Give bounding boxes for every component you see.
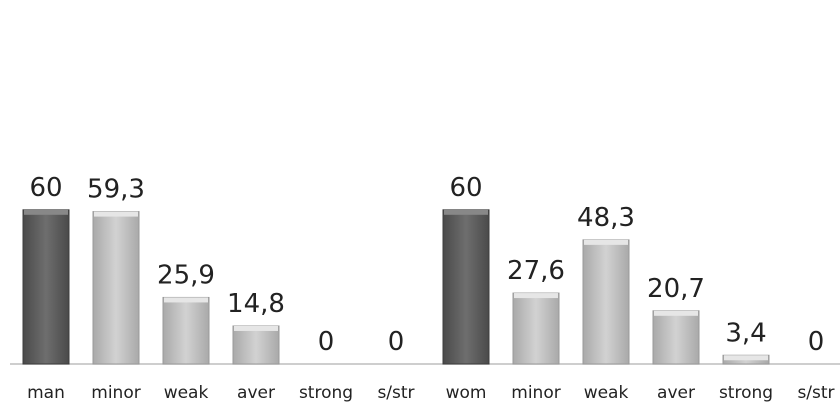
category-label-2: weak (164, 383, 209, 403)
value-labels-layer: 60 59,3 25,9 14,8 0 0 60 27,6 48,3 20,7 3,4 0 (29, 173, 824, 357)
category-label-10: strong (719, 383, 773, 403)
bar-wom-6 (442, 209, 490, 365)
category-label-8: weak (584, 383, 629, 403)
bar-man-0 (22, 209, 70, 365)
bar-cap-9 (654, 310, 698, 316)
value-label-2: 25,9 (157, 260, 215, 290)
category-label-9: aver (657, 383, 695, 403)
bar-cap-10 (724, 355, 768, 361)
value-label-0: 60 (29, 173, 62, 203)
value-label-5: 0 (388, 327, 405, 357)
bar-cap-1 (94, 211, 138, 217)
bar-cap-3 (234, 325, 278, 331)
category-label-11: s/str (797, 383, 834, 403)
value-label-6: 60 (449, 173, 482, 203)
category-labels-layer: man minor weak aver strong s/str wom minor weak a… (27, 383, 834, 403)
bar-weak-2 (162, 296, 210, 365)
value-label-8: 48,3 (577, 203, 635, 233)
bar-cap-6 (444, 209, 488, 215)
value-label-1: 59,3 (87, 175, 145, 205)
bar-minor-7 (512, 292, 560, 365)
category-label-4: strong (299, 383, 353, 403)
value-label-4: 0 (318, 327, 335, 357)
category-label-3: aver (237, 383, 275, 403)
category-label-5: s/str (377, 383, 414, 403)
bar-aver-9 (652, 310, 700, 365)
value-label-9: 20,7 (647, 274, 705, 304)
bar-aver-3 (232, 325, 280, 365)
bar-cap-0 (24, 209, 68, 215)
value-label-10: 3,4 (725, 318, 766, 348)
category-label-1: minor (91, 383, 140, 403)
value-label-3: 14,8 (227, 289, 285, 319)
value-label-11: 0 (808, 327, 825, 357)
bars-layer (22, 209, 770, 365)
category-label-0: man (27, 383, 65, 403)
category-label-7: minor (511, 383, 560, 403)
bar-cap-8 (584, 239, 628, 245)
bar-cap-2 (164, 297, 208, 303)
bar-weak-8 (582, 239, 630, 365)
value-label-7: 27,6 (507, 256, 565, 286)
bar-minor-1 (92, 211, 140, 365)
category-label-6: wom (446, 383, 487, 403)
bar-cap-7 (514, 293, 558, 299)
